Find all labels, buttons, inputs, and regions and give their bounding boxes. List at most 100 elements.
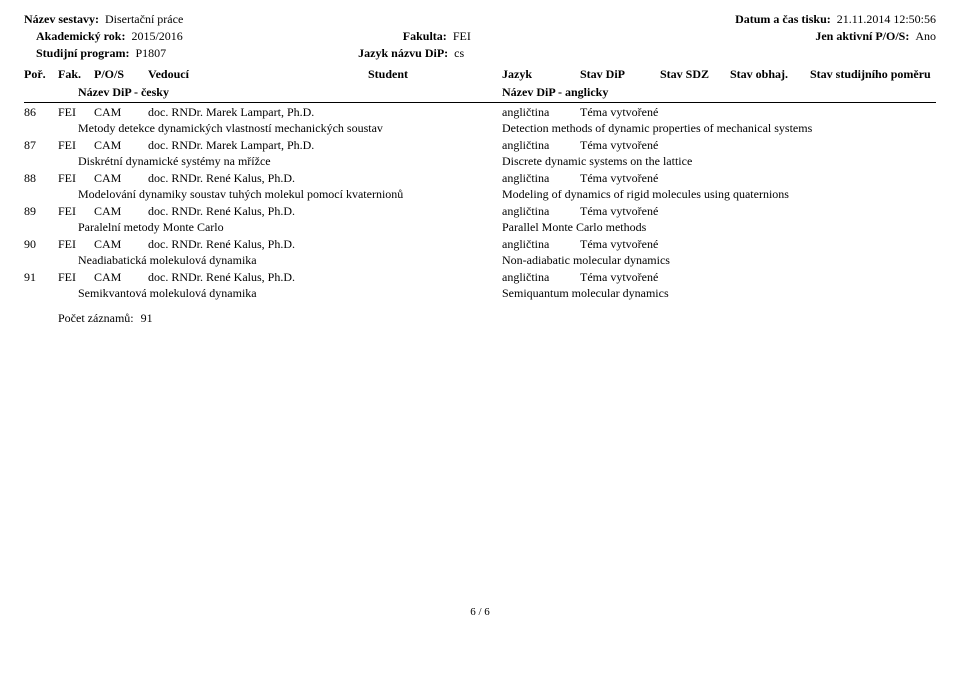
subhead-cz: Název DiP - česky bbox=[78, 85, 502, 100]
title-label: Název sestavy: bbox=[24, 12, 99, 27]
title-value: Disertační práce bbox=[105, 12, 183, 27]
cell-stu bbox=[368, 171, 502, 186]
col-por: Poř. bbox=[24, 67, 58, 82]
table-row: 91FEICAMdoc. RNDr. René Kalus, Ph.D.angl… bbox=[24, 270, 936, 301]
col-fak: Fak. bbox=[58, 67, 94, 82]
cell-fak: FEI bbox=[58, 237, 94, 252]
cell-title-en: Semiquantum molecular dynamics bbox=[502, 286, 936, 301]
cell-jaz: angličtina bbox=[502, 270, 580, 285]
year-label: Akademický rok: bbox=[36, 29, 125, 44]
year-value: 2015/2016 bbox=[131, 29, 182, 44]
col-sdip: Stav DiP bbox=[580, 67, 660, 82]
cell-title-en: Non-adiabatic molecular dynamics bbox=[502, 253, 936, 268]
table-row: 86FEICAMdoc. RNDr. Marek Lampart, Ph.D.a… bbox=[24, 105, 936, 136]
cell-por: 89 bbox=[24, 204, 58, 219]
header-row-1: Název sestavy: Disertační práce Datum a … bbox=[24, 12, 936, 27]
col-pos: P/O/S bbox=[94, 67, 148, 82]
cell-jaz: angličtina bbox=[502, 204, 580, 219]
row-line-1: 91FEICAMdoc. RNDr. René Kalus, Ph.D.angl… bbox=[24, 270, 936, 285]
cell-stu bbox=[368, 138, 502, 153]
cell-por: 86 bbox=[24, 105, 58, 120]
cell-ved: doc. RNDr. Marek Lampart, Ph.D. bbox=[148, 105, 368, 120]
footer-count: Počet záznamů: 91 bbox=[58, 311, 936, 326]
cell-ved: doc. RNDr. René Kalus, Ph.D. bbox=[148, 237, 368, 252]
cell-pos: CAM bbox=[94, 138, 148, 153]
cell-title-cz: Metody detekce dynamických vlastností me… bbox=[78, 121, 502, 136]
column-header-row: Poř. Fak. P/O/S Vedoucí Student Jazyk St… bbox=[24, 67, 936, 82]
count-label: Počet záznamů: bbox=[58, 311, 134, 325]
cell-fak: FEI bbox=[58, 171, 94, 186]
row-line-1: 90FEICAMdoc. RNDr. René Kalus, Ph.D. angl… bbox=[24, 237, 936, 252]
cell-stu bbox=[368, 237, 502, 252]
col-ved: Vedoucí bbox=[148, 67, 368, 82]
header-row-3: Studijní program: P1807 Jazyk názvu DiP:… bbox=[24, 46, 936, 61]
cell-sdip: Téma vytvořené bbox=[580, 105, 660, 120]
count-value: 91 bbox=[141, 311, 153, 325]
row-line-2: Neadiabatická molekulová dynamikaNon-adi… bbox=[24, 253, 936, 268]
table-row: 87FEICAMdoc. RNDr. Marek Lampart, Ph.D. a… bbox=[24, 138, 936, 169]
cell-por: 88 bbox=[24, 171, 58, 186]
cell-stu bbox=[368, 270, 502, 285]
row-line-2: Paralelní metody Monte CarloParallel Mon… bbox=[24, 220, 936, 235]
col-ssdz: Stav SDZ bbox=[660, 67, 730, 82]
cell-por: 87 bbox=[24, 138, 58, 153]
cell-jaz: angličtina bbox=[502, 237, 580, 252]
cell-pos: CAM bbox=[94, 270, 148, 285]
cell-title-cz: Modelování dynamiky soustav tuhých molek… bbox=[78, 187, 502, 202]
cell-jaz: angličtina bbox=[502, 171, 580, 186]
col-stu: Student bbox=[368, 67, 502, 82]
cell-sdip: Téma vytvořené bbox=[580, 204, 660, 219]
lang-value: cs bbox=[454, 46, 464, 61]
col-jaz: Jazyk bbox=[502, 67, 580, 82]
cell-ved: doc. RNDr. René Kalus, Ph.D. bbox=[148, 204, 368, 219]
active-label: Jen aktivní P/O/S: bbox=[815, 29, 909, 44]
row-line-2: Semikvantová molekulová dynamikaSemiquan… bbox=[24, 286, 936, 301]
cell-title-cz: Semikvantová molekulová dynamika bbox=[78, 286, 502, 301]
subheader-row: Název DiP - česky Název DiP - anglicky bbox=[24, 83, 936, 100]
cell-title-en: Discrete dynamic systems on the lattice bbox=[502, 154, 936, 169]
cell-sdip: Téma vytvořené bbox=[580, 171, 660, 186]
table-row: 90FEICAMdoc. RNDr. René Kalus, Ph.D. angl… bbox=[24, 237, 936, 268]
cell-sdip: Téma vytvořené bbox=[580, 138, 660, 153]
cell-title-en: Modeling of dynamics of rigid molecules … bbox=[502, 187, 936, 202]
cell-fak: FEI bbox=[58, 204, 94, 219]
rows-container: 86FEICAMdoc. RNDr. Marek Lampart, Ph.D.a… bbox=[24, 105, 936, 301]
cell-title-cz: Neadiabatická molekulová dynamika bbox=[78, 253, 502, 268]
subhead-en: Název DiP - anglicky bbox=[502, 85, 608, 100]
fac-label: Fakulta: bbox=[403, 29, 447, 44]
cell-ved: doc. RNDr. Marek Lampart, Ph.D. bbox=[148, 138, 368, 153]
cell-pos: CAM bbox=[94, 105, 148, 120]
date-label: Datum a čas tisku: bbox=[735, 12, 831, 27]
col-sobh: Stav obhaj. bbox=[730, 67, 810, 82]
date-value: 21.11.2014 12:50:56 bbox=[837, 12, 936, 27]
row-line-1: 87FEICAMdoc. RNDr. Marek Lampart, Ph.D. a… bbox=[24, 138, 936, 153]
cell-stu bbox=[368, 105, 502, 120]
cell-title-en: Detection methods of dynamic properties … bbox=[502, 121, 936, 136]
table-row: 89FEICAMdoc. RNDr. René Kalus, Ph.D. angl… bbox=[24, 204, 936, 235]
cell-pos: CAM bbox=[94, 237, 148, 252]
cell-sdip: Téma vytvořené bbox=[580, 270, 660, 285]
cell-pos: CAM bbox=[94, 204, 148, 219]
cell-sdip: Téma vytvořené bbox=[580, 237, 660, 252]
prog-value: P1807 bbox=[135, 46, 166, 61]
cell-jaz: angličtina bbox=[502, 138, 580, 153]
page-number: 6 / 6 bbox=[24, 606, 936, 618]
row-line-1: 86FEICAMdoc. RNDr. Marek Lampart, Ph.D.a… bbox=[24, 105, 936, 120]
prog-label: Studijní program: bbox=[36, 46, 129, 61]
fac-value: FEI bbox=[453, 29, 471, 44]
cell-por: 91 bbox=[24, 270, 58, 285]
active-value: Ano bbox=[915, 29, 936, 44]
cell-title-cz: Paralelní metody Monte Carlo bbox=[78, 220, 502, 235]
row-line-1: 88FEICAMdoc. RNDr. René Kalus, Ph.D.angl… bbox=[24, 171, 936, 186]
cell-title-en: Parallel Monte Carlo methods bbox=[502, 220, 936, 235]
cell-fak: FEI bbox=[58, 270, 94, 285]
cell-fak: FEI bbox=[58, 105, 94, 120]
header-rule bbox=[24, 102, 936, 103]
lang-label: Jazyk názvu DiP: bbox=[358, 46, 448, 61]
cell-pos: CAM bbox=[94, 171, 148, 186]
cell-por: 90 bbox=[24, 237, 58, 252]
row-line-2: Modelování dynamiky soustav tuhých molek… bbox=[24, 187, 936, 202]
header-row-2: Akademický rok: 2015/2016 Fakulta: FEI J… bbox=[24, 29, 936, 44]
col-spom: Stav studijního poměru bbox=[810, 67, 936, 82]
cell-fak: FEI bbox=[58, 138, 94, 153]
